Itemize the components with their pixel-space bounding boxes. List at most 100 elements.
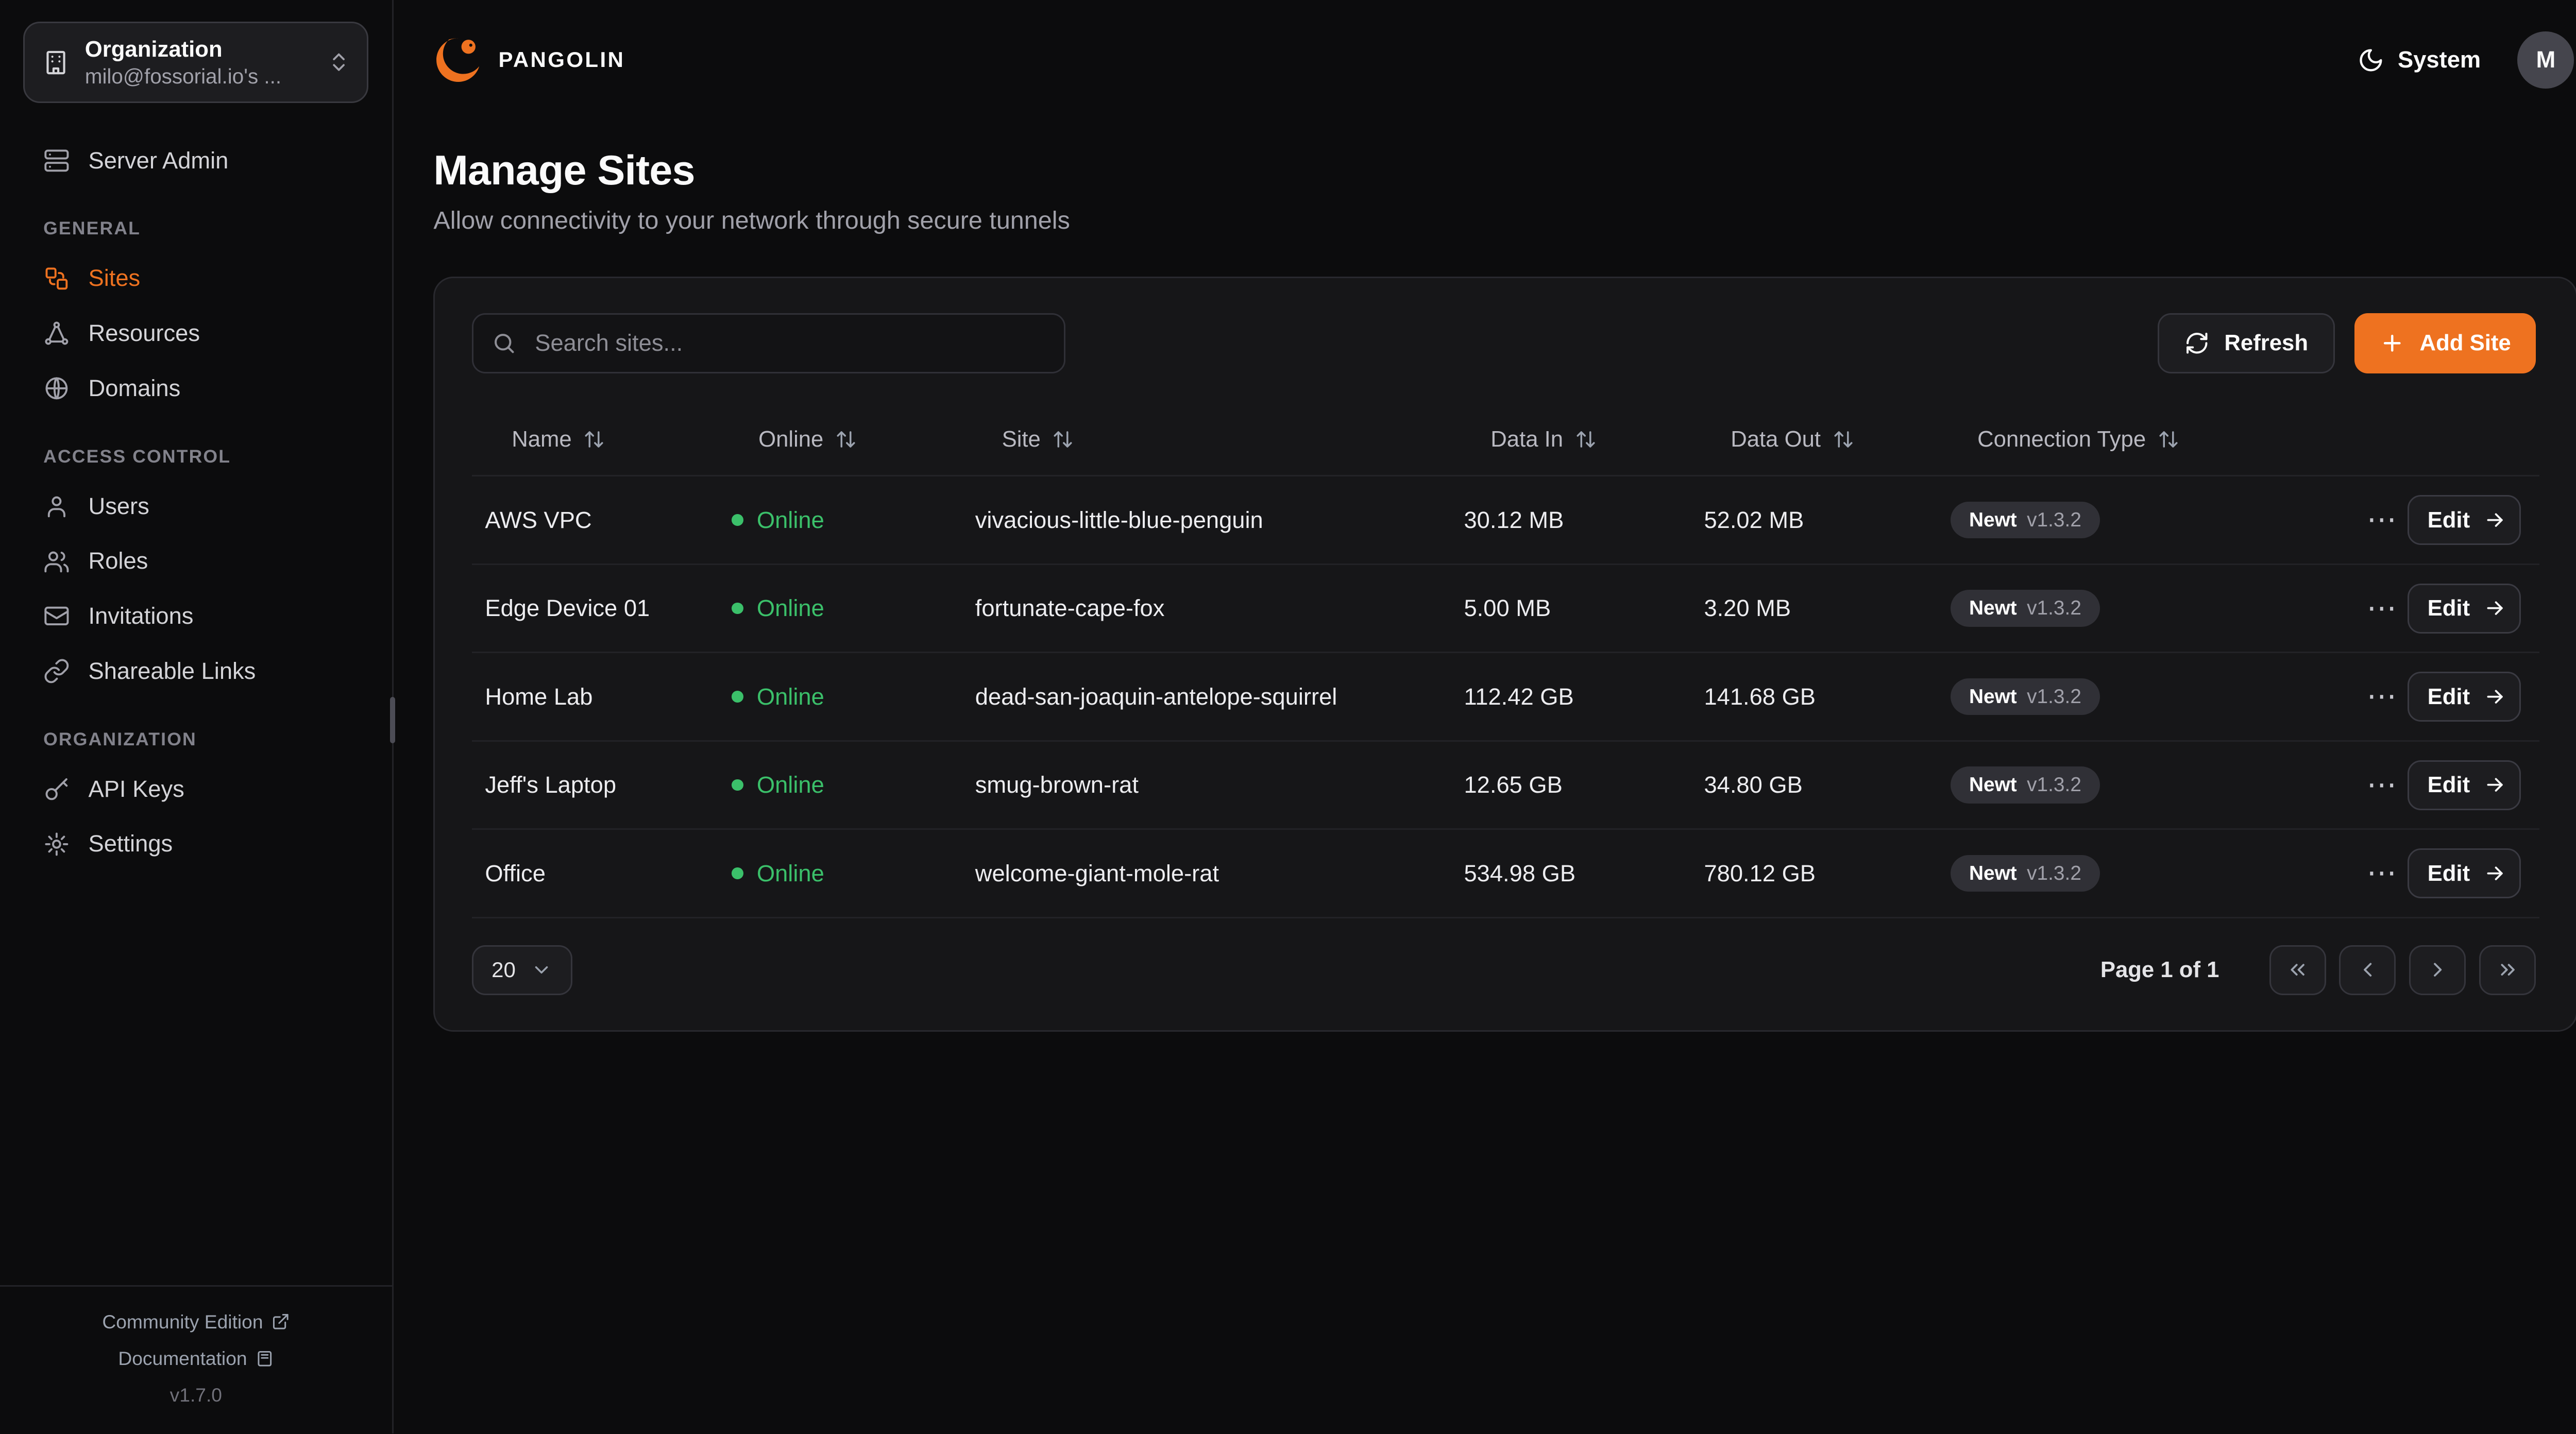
theme-selector[interactable]: System	[2358, 46, 2481, 73]
ellipsis-icon: ⋯	[2366, 591, 2399, 625]
theme-label: System	[2398, 46, 2481, 73]
topbar: PANGOLIN System M	[394, 0, 2576, 120]
edit-button[interactable]: Edit	[2408, 672, 2521, 722]
edit-button[interactable]: Edit	[2408, 583, 2521, 634]
sidebar-item-label: Sites	[88, 265, 141, 292]
chevrons-up-down-icon	[327, 50, 350, 74]
sidebar-item-label: API Keys	[88, 775, 184, 802]
site-name: Jeff's Laptop	[485, 772, 617, 798]
section-heading-access-control: ACCESS CONTROL	[43, 446, 231, 467]
table-row: Home Lab Online dead-san-joaquin-antelop…	[471, 653, 2539, 742]
sidebar-item-api-keys[interactable]: API Keys	[0, 761, 392, 816]
sidebar-item-users[interactable]: Users	[0, 479, 392, 534]
sort-icon	[1575, 429, 1597, 450]
sidebar-item-label: Roles	[88, 548, 148, 574]
sidebar-item-settings[interactable]: Settings	[0, 816, 392, 872]
column-header-name[interactable]: Name	[472, 426, 719, 452]
column-header-online[interactable]: Online	[718, 426, 961, 452]
column-label: Connection Type	[1977, 426, 2146, 452]
connection-name: Newt	[1969, 862, 2017, 884]
previous-page-button[interactable]	[2339, 945, 2396, 995]
connection-version: v1.3.2	[2027, 508, 2081, 531]
page-info: Page 1 of 1	[2100, 957, 2219, 983]
status-label: Online	[756, 683, 824, 710]
column-header-data-in[interactable]: Data In	[1451, 426, 1691, 452]
chevrons-left-icon	[2286, 958, 2309, 981]
add-site-button[interactable]: Add Site	[2354, 313, 2536, 373]
chevron-right-icon	[2426, 958, 2449, 981]
sidebar-scrollbar-thumb[interactable]	[390, 696, 396, 744]
refresh-button[interactable]: Refresh	[2158, 313, 2335, 373]
search-input[interactable]	[531, 328, 1045, 358]
sidebar-nav: Server Admin GENERAL Sites	[0, 120, 392, 872]
book-icon	[256, 1350, 274, 1368]
globe-icon	[43, 375, 70, 402]
connection-type-badge: Newt v1.3.2	[1951, 590, 2100, 627]
table-row: Office Online welcome-giant-mole-rat 534…	[471, 830, 2539, 918]
connection-version: v1.3.2	[2027, 685, 2081, 708]
plus-icon	[2380, 331, 2405, 356]
edit-button[interactable]: Edit	[2408, 495, 2521, 545]
row-actions-menu-button[interactable]: ⋯	[2358, 499, 2408, 542]
user-avatar[interactable]: M	[2517, 31, 2574, 89]
column-header-data-out[interactable]: Data Out	[1691, 426, 1938, 452]
sidebar-footer: Community Edition Documentation v1.7.0	[0, 1285, 392, 1433]
table-footer: 20 Page 1 of 1	[435, 918, 2576, 1030]
status-dot-icon	[732, 867, 743, 879]
sidebar-item-roles[interactable]: Roles	[0, 534, 392, 589]
page-size-select[interactable]: 20	[471, 945, 572, 995]
sidebar-item-shareable-links[interactable]: Shareable Links	[0, 644, 392, 699]
edit-label: Edit	[2427, 772, 2470, 798]
edit-button[interactable]: Edit	[2408, 760, 2521, 810]
community-edition-label: Community Edition	[102, 1310, 263, 1333]
documentation-link[interactable]: Documentation	[118, 1340, 274, 1377]
status-dot-icon	[732, 602, 743, 614]
community-edition-link[interactable]: Community Edition	[102, 1304, 290, 1340]
sidebar-item-server-admin[interactable]: Server Admin	[0, 133, 392, 188]
sort-icon	[1052, 429, 1074, 450]
last-page-button[interactable]	[2479, 945, 2536, 995]
org-selector[interactable]: Organization milo@fossorial.io's ...	[23, 22, 369, 104]
page-size-value: 20	[492, 958, 516, 982]
row-actions-menu-button[interactable]: ⋯	[2358, 587, 2408, 630]
row-actions-menu-button[interactable]: ⋯	[2358, 852, 2408, 895]
data-out-value: 141.68 GB	[1704, 683, 1816, 710]
data-out-value: 3.20 MB	[1704, 595, 1791, 622]
sidebar-item-invitations[interactable]: Invitations	[0, 589, 392, 644]
brand: PANGOLIN	[433, 35, 625, 85]
connection-name: Newt	[1969, 774, 2017, 796]
external-link-icon	[272, 1312, 290, 1331]
site-slug: smug-brown-rat	[975, 772, 1139, 798]
data-out-value: 780.12 GB	[1704, 860, 1816, 886]
data-out-value: 34.80 GB	[1704, 772, 1803, 798]
brand-name: PANGOLIN	[498, 47, 625, 72]
chevrons-right-icon	[2496, 958, 2519, 981]
sidebar-item-domains[interactable]: Domains	[0, 361, 392, 416]
status-label: Online	[756, 860, 824, 886]
connection-type-cell: Newt v1.3.2	[1937, 766, 2357, 804]
first-page-button[interactable]	[2269, 945, 2326, 995]
connection-type-badge: Newt v1.3.2	[1951, 501, 2100, 539]
column-header-connection-type[interactable]: Connection Type	[1937, 426, 2357, 452]
next-page-button[interactable]	[2409, 945, 2466, 995]
row-actions-menu-button[interactable]: ⋯	[2358, 763, 2408, 807]
edit-cell: Edit	[2408, 672, 2539, 722]
sidebar-item-sites[interactable]: Sites	[0, 251, 392, 306]
sites-card: Refresh Add Site	[433, 277, 2576, 1032]
data-in-value: 534.98 GB	[1464, 860, 1576, 886]
org-title: Organization	[84, 36, 223, 62]
arrow-right-icon	[2483, 862, 2506, 885]
main-area: PANGOLIN System M Manage Sites Allow	[394, 0, 2576, 1433]
sidebar-item-resources[interactable]: Resources	[0, 306, 392, 361]
edit-label: Edit	[2427, 860, 2470, 886]
edit-button[interactable]: Edit	[2408, 848, 2521, 899]
data-in-value: 12.65 GB	[1464, 772, 1563, 798]
waypoints-icon	[43, 320, 70, 347]
edit-cell: Edit	[2408, 760, 2539, 810]
site-slug: dead-san-joaquin-antelope-squirrel	[975, 683, 1337, 710]
mail-icon	[43, 603, 70, 629]
row-actions-menu-button[interactable]: ⋯	[2358, 675, 2408, 719]
sort-icon	[2158, 429, 2179, 450]
status-dot-icon	[732, 691, 743, 703]
column-header-site[interactable]: Site	[962, 426, 1451, 452]
